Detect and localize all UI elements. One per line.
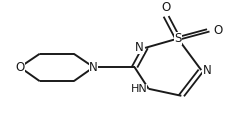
Text: N: N [135, 41, 144, 54]
Text: HN: HN [131, 84, 147, 94]
Text: O: O [15, 61, 25, 74]
Text: S: S [174, 32, 182, 45]
Text: N: N [89, 61, 98, 74]
Text: O: O [213, 24, 222, 37]
Text: O: O [161, 1, 171, 14]
Text: N: N [202, 64, 211, 77]
